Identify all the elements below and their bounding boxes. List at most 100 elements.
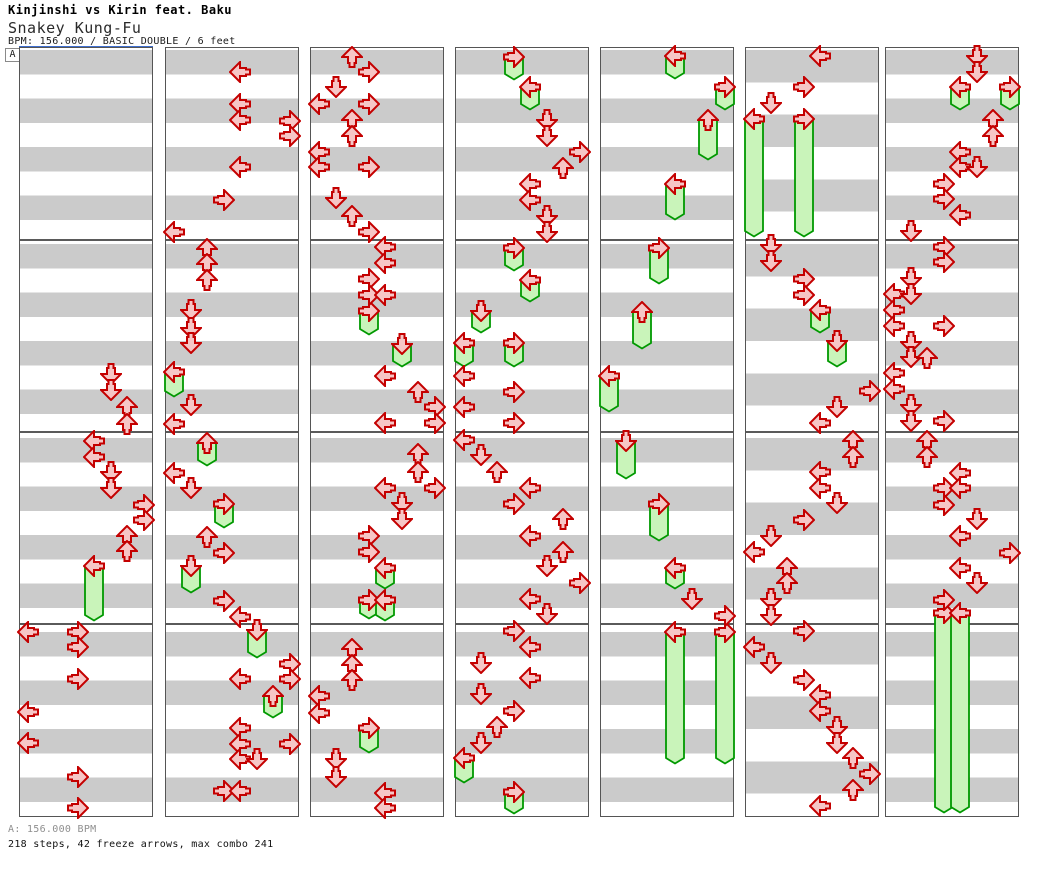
step-arrow-left-icon [17,732,40,754]
freeze-arrow-left-icon [374,557,397,579]
step-arrow-right-icon [212,542,235,564]
freeze-tail [632,312,653,350]
step-arrow-left-icon [374,252,397,274]
measure-line [746,623,878,625]
step-arrow-left-icon [809,45,832,67]
step-arrow-down-icon [759,588,782,610]
step-arrow-left-icon [519,525,542,547]
freeze-tail [933,613,954,814]
measure-line [456,431,588,433]
step-arrow-left-icon [163,413,186,435]
step-arrow-left-icon [453,396,476,418]
step-arrow-left-icon [743,541,766,563]
step-arrow-left-icon [17,621,40,643]
freeze-tail [665,184,686,221]
step-arrow-down-icon [965,572,988,594]
step-arrow-down-icon [179,332,202,354]
step-arrow-down-icon [179,394,202,416]
freeze-tail [793,119,814,238]
step-arrow-up-icon [552,508,575,530]
freeze-arrow-right-icon [713,76,736,98]
measure-line [746,431,878,433]
freeze-arrow-down-icon [179,555,202,577]
step-arrow-down-icon [179,299,202,321]
freeze-arrow-right-icon [647,493,670,515]
step-arrow-down-icon [535,125,558,147]
step-arrow-right-icon [66,636,89,658]
step-arrow-left-icon [949,477,972,499]
step-arrow-left-icon [809,477,832,499]
freeze-tail [599,376,620,413]
step-arrow-up-icon [486,461,509,483]
step-arrow-right-icon [357,93,380,115]
step-arrow-right-icon [357,221,380,243]
freeze-tail [744,119,765,238]
freeze-arrow-up-icon [262,685,285,707]
freeze-arrow-left-icon [743,108,766,130]
footer-stats-line: 218 steps, 42 freeze arrows, max combo 2… [8,839,274,850]
step-arrow-down-icon [535,221,558,243]
step-arrow-down-icon [899,410,922,432]
freeze-arrow-left-icon [664,173,687,195]
step-arrow-down-icon [535,555,558,577]
step-arrow-down-icon [179,477,202,499]
step-arrow-left-icon [519,588,542,610]
step-arrow-left-icon [883,378,906,400]
step-arrow-right-icon [568,141,591,163]
step-arrow-down-icon [324,76,347,98]
step-arrow-down-icon [759,604,782,626]
step-arrow-left-icon [308,93,331,115]
step-arrow-right-icon [357,156,380,178]
step-arrow-up-icon [116,540,139,562]
step-arrow-down-icon [899,394,922,416]
freeze-tail [665,632,686,765]
freeze-arrow-left-icon [664,557,687,579]
freeze-tail [648,504,669,542]
step-arrow-down-icon [825,732,848,754]
step-arrow-right-icon [212,189,235,211]
freeze-arrow-down-icon [825,330,848,352]
step-arrow-down-icon [899,283,922,305]
freeze-arrow-down-icon [245,619,268,641]
freeze-arrow-down-icon [614,430,637,452]
measure-line [166,623,298,625]
step-arrow-right-icon [502,700,525,722]
step-arrow-left-icon [308,156,331,178]
step-arrow-left-icon [229,780,252,802]
step-arrow-down-icon [324,187,347,209]
measure-line [886,239,1018,241]
measure-line [311,623,443,625]
chart-panel-6 [743,45,881,817]
step-arrow-right-icon [932,494,955,516]
step-arrow-left-icon [229,668,252,690]
step-arrow-up-icon [407,381,430,403]
step-arrow-right-icon [357,284,380,306]
freeze-arrow-left-icon [809,299,832,321]
freeze-arrow-right-icon [212,493,235,515]
step-arrow-right-icon [792,669,815,691]
freeze-tail [84,566,105,622]
chart-panel-5 [598,45,736,817]
chart-panel-3 [308,46,446,819]
step-arrow-right-icon [932,188,955,210]
measure-line [20,623,152,625]
step-arrow-right-icon [278,125,301,147]
step-arrow-down-icon [99,477,122,499]
freeze-arrow-left-icon [949,602,972,624]
freeze-tail [698,120,719,161]
freeze-arrow-left-icon [453,332,476,354]
step-arrow-down-icon [899,220,922,242]
freeze-arrow-left-icon [598,365,621,387]
step-arrow-right-icon [932,251,955,273]
step-arrow-right-icon [932,589,955,611]
step-arrow-right-icon [357,61,380,83]
step-arrow-left-icon [308,685,331,707]
step-arrow-up-icon [552,157,575,179]
step-arrow-right-icon [858,380,881,402]
step-arrow-up-icon [486,716,509,738]
step-arrow-up-icon [341,669,364,691]
step-arrow-down-icon [469,652,492,674]
chart-panel-2 [163,47,301,817]
step-arrow-left-icon [809,795,832,817]
step-arrow-down-icon [535,109,558,131]
